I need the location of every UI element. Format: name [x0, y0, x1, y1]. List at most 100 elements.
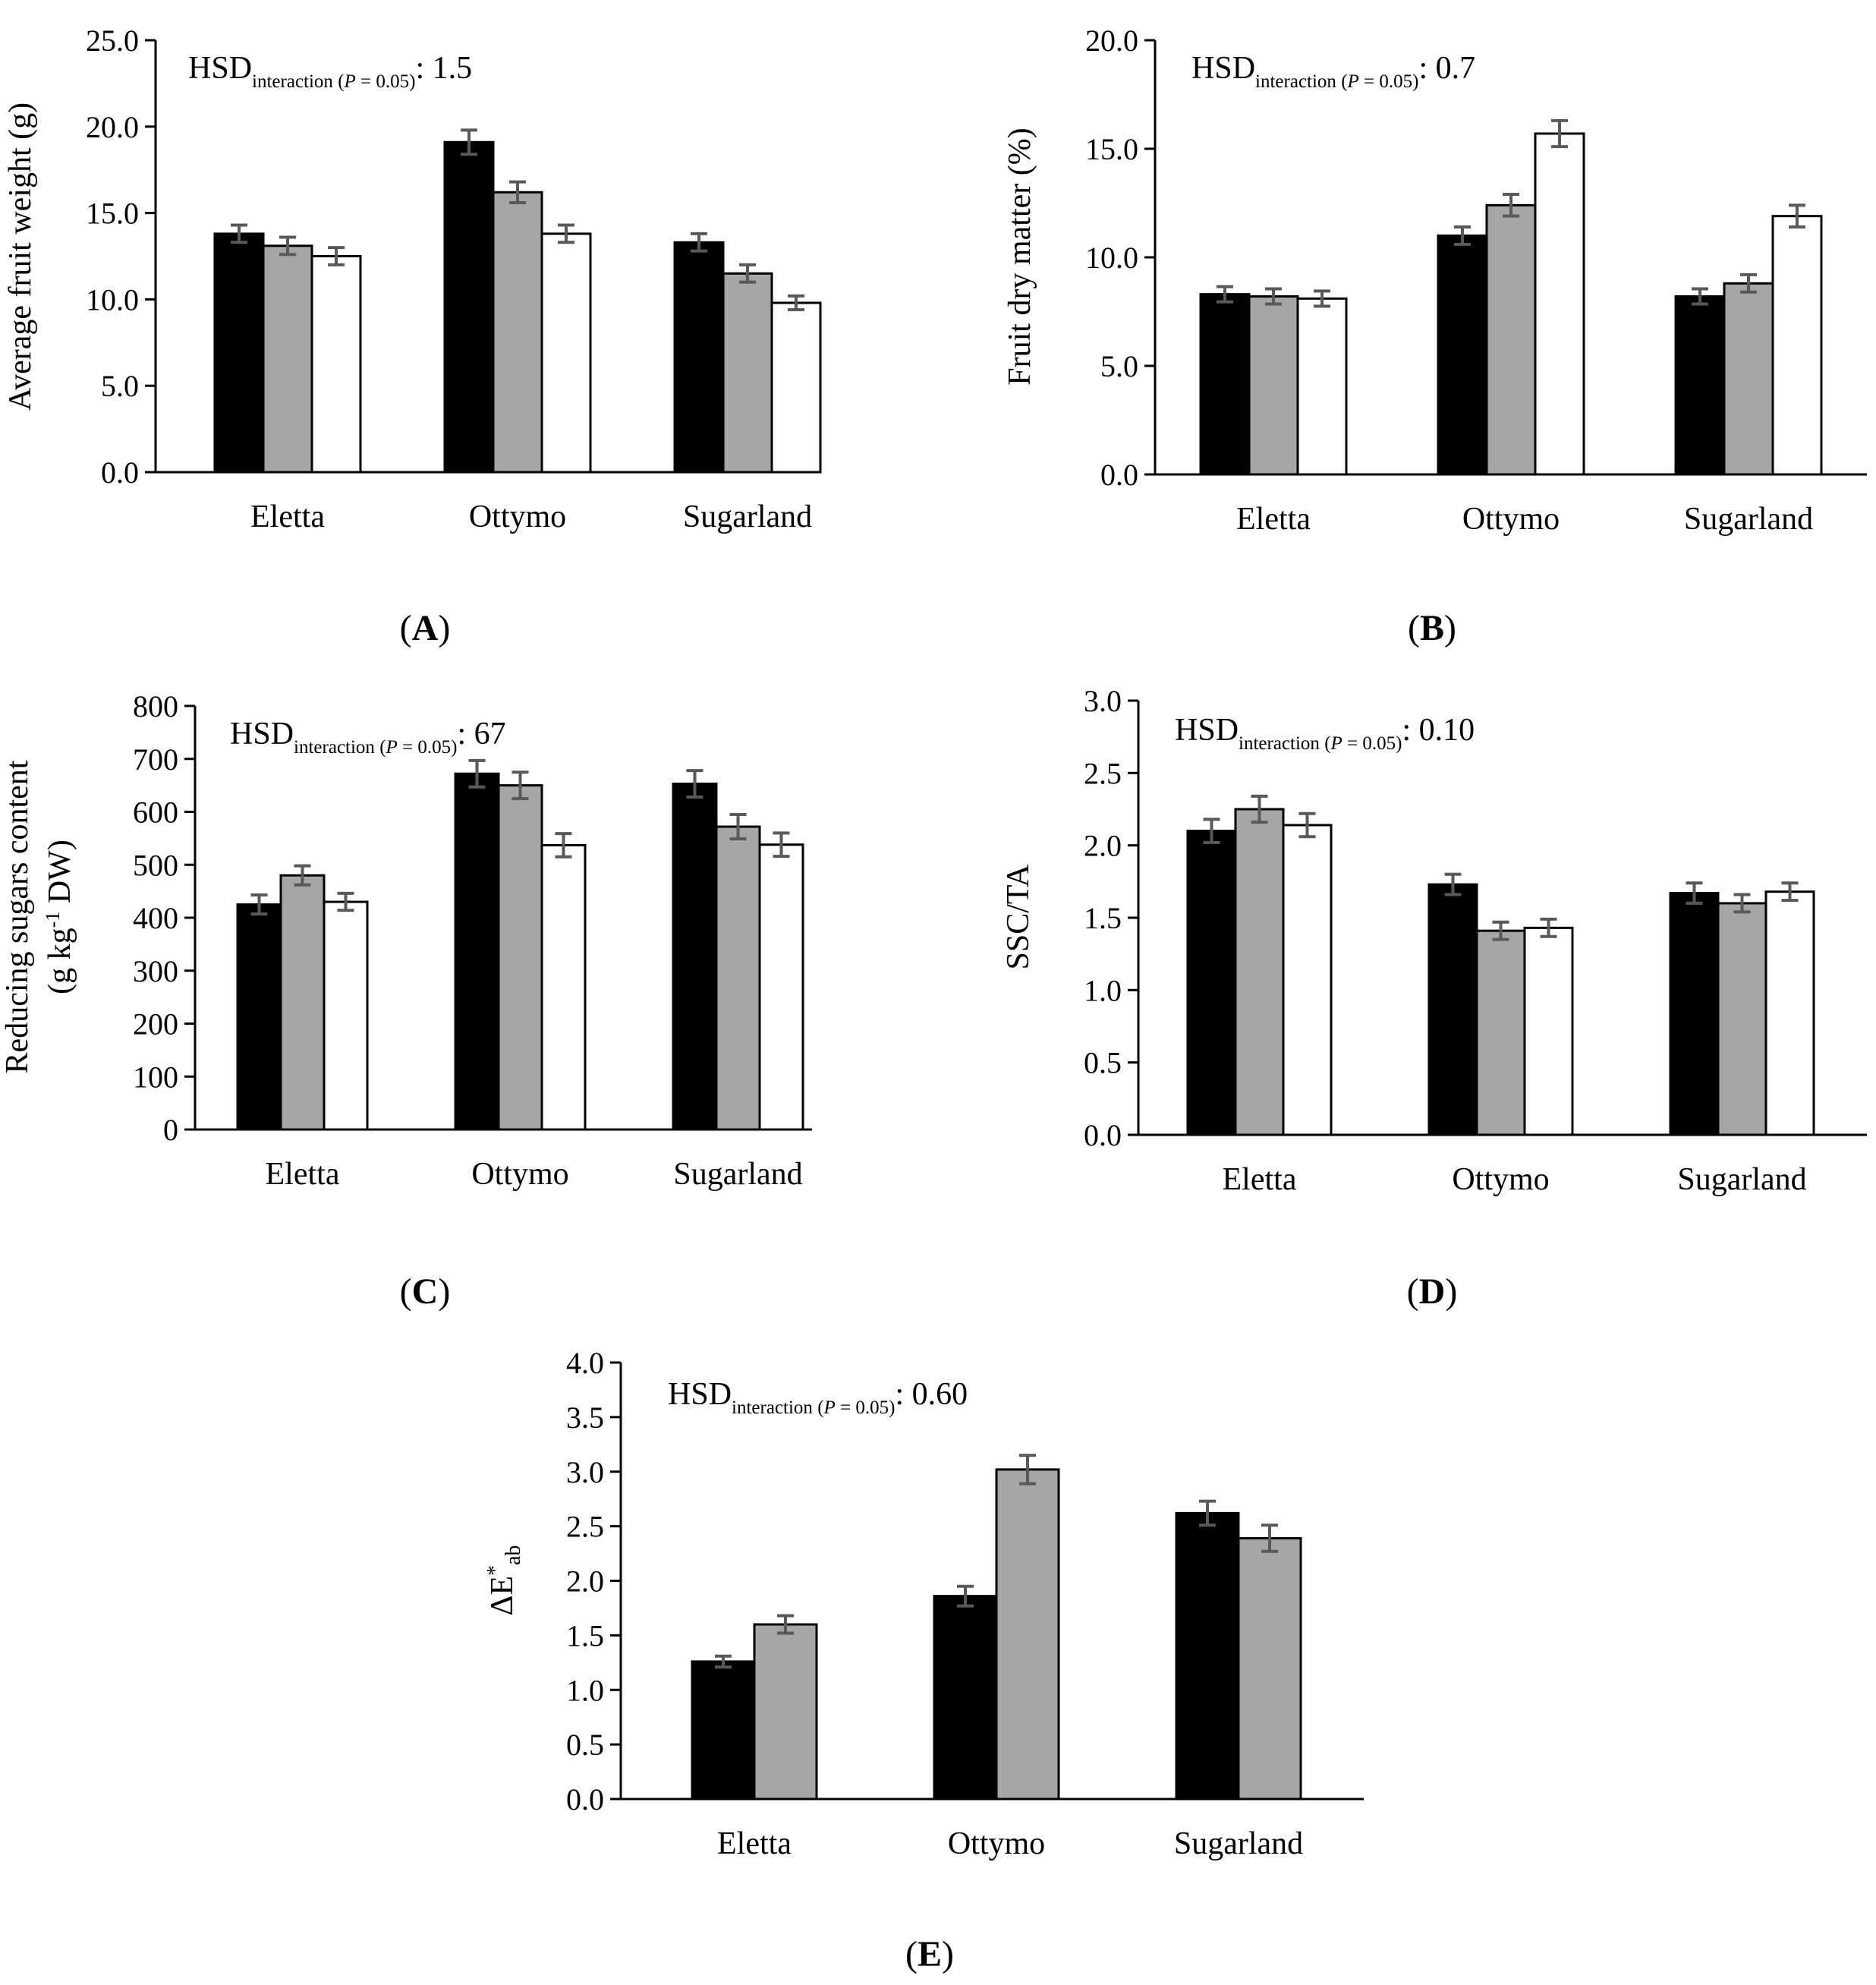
category-label: Sugarland — [1684, 502, 1813, 537]
bar — [323, 900, 369, 1131]
bar — [691, 1660, 756, 1801]
category-label: Ottymo — [948, 1826, 1045, 1861]
bar — [1186, 830, 1237, 1136]
bar — [213, 232, 265, 474]
category-label: Sugarland — [1677, 1162, 1806, 1197]
y-tick-label: 10.0 — [1085, 241, 1138, 275]
y-tick-label: 2.0 — [1084, 829, 1122, 863]
bar — [1669, 892, 1720, 1136]
bar — [1717, 902, 1767, 1136]
bar — [995, 1468, 1060, 1801]
category-label: Ottymo — [1462, 502, 1560, 537]
category-label: Ottymo — [469, 499, 566, 534]
bar — [1175, 1511, 1240, 1801]
bar — [1296, 297, 1348, 476]
y-tick-label: 300 — [133, 954, 178, 988]
category-label: Eletta — [1236, 502, 1311, 537]
bar — [1199, 293, 1251, 476]
y-axis-title: ΔE*ab — [483, 1545, 525, 1615]
y-tick-label: 700 — [133, 742, 178, 777]
bar — [454, 772, 500, 1131]
y-axis-title: Average fruit weight (g) — [3, 102, 38, 411]
y-tick-label: 2.5 — [1084, 756, 1122, 790]
y-tick-label: 3.0 — [566, 1455, 604, 1489]
y-tick-label: 200 — [133, 1007, 178, 1041]
category-label: Eletta — [717, 1826, 792, 1861]
y-tick-label: 15.0 — [1085, 132, 1138, 166]
y-tick-label: 25.0 — [86, 24, 139, 58]
y-tick-label: 20.0 — [1085, 24, 1138, 58]
bar — [1534, 132, 1585, 476]
bar — [722, 272, 773, 474]
panel-label-b: (B) — [1408, 608, 1456, 648]
panel-label-d: (D) — [1407, 1271, 1458, 1312]
y-axis-title: Fruit dry matter (%) — [1003, 128, 1037, 385]
bar — [1282, 824, 1333, 1136]
bar — [715, 825, 761, 1131]
bar — [540, 843, 587, 1131]
panel-d: 0.0 0.5 1.0 1.5 2.0 2.5 3.0 Eletta Ottymo Sugarla… — [1001, 684, 1867, 1197]
category-label: Ottymo — [1452, 1162, 1549, 1197]
y-tick-label: 4.0 — [566, 1346, 604, 1380]
bar — [443, 140, 495, 474]
hsd-annotation: HSDinteraction (P = 0.05): 1.5 — [188, 51, 472, 92]
y-tick-label: 0.0 — [566, 1782, 604, 1816]
y-tick-label: 5.0 — [101, 369, 139, 403]
bar — [1723, 282, 1774, 476]
y-tick-label: 1.5 — [566, 1618, 604, 1653]
bar — [1248, 295, 1299, 476]
y-axis-title: SSC/TA — [1001, 864, 1036, 970]
category-label: Sugarland — [673, 1157, 802, 1192]
y-tick-label: 10.0 — [86, 282, 139, 317]
bar — [1234, 808, 1285, 1136]
category-label: Eletta — [1223, 1162, 1297, 1197]
hsd-annotation: HSDinteraction (P = 0.05): 0.7 — [1191, 51, 1475, 92]
bar — [770, 301, 822, 474]
bar — [236, 903, 282, 1131]
y-tick-label: 15.0 — [86, 197, 139, 231]
bar — [672, 783, 718, 1131]
bar — [1523, 926, 1574, 1136]
panel-label-e: (E) — [905, 1934, 954, 1974]
y-tick-label: 500 — [133, 848, 178, 882]
bar — [1475, 929, 1526, 1136]
y-tick-label: 400 — [133, 901, 178, 935]
bar — [279, 874, 326, 1131]
hsd-annotation: HSDinteraction (P = 0.05): 67 — [230, 717, 506, 758]
category-label: Ottymo — [471, 1157, 568, 1192]
y-tick-label: 5.0 — [1100, 349, 1138, 383]
y-tick-label: 600 — [133, 796, 178, 830]
panel-b: 0.0 5.0 10.0 15.0 20.0 Eletta Ottymo Sugarland F… — [1003, 24, 1867, 537]
bar — [1771, 215, 1823, 476]
y-tick-label: 100 — [133, 1060, 178, 1094]
y-tick-label: 1.0 — [1084, 973, 1122, 1007]
bar — [758, 843, 804, 1131]
y-tick-label: 2.5 — [566, 1510, 604, 1544]
panel-e: 0.0 0.5 1.0 1.5 2.0 2.5 3.0 3.5 4.0 Eletta Ottymo S… — [483, 1346, 1364, 1861]
bar — [492, 191, 543, 474]
bar — [1485, 203, 1537, 476]
bar — [1427, 883, 1478, 1136]
y-tick-label: 0.5 — [1084, 1046, 1122, 1080]
bar — [540, 232, 592, 474]
y-tick-label: 3.0 — [1084, 684, 1122, 718]
bar — [933, 1595, 998, 1801]
bar — [262, 244, 313, 474]
y-tick-label: 0.0 — [1100, 458, 1138, 492]
y-tick-label: 0.5 — [566, 1728, 604, 1762]
panel-label-c: (C) — [400, 1271, 451, 1312]
bar — [1764, 890, 1815, 1136]
y-tick-label: 1.5 — [1084, 901, 1122, 935]
y-tick-label: 2.0 — [566, 1564, 604, 1599]
y-tick-label: 3.5 — [566, 1401, 604, 1435]
bar — [673, 241, 725, 474]
hsd-annotation: HSDinteraction (P = 0.05): 0.60 — [668, 1377, 968, 1418]
y-tick-label: 0.0 — [1084, 1118, 1122, 1152]
bar — [497, 784, 543, 1131]
y-tick-label: 20.0 — [86, 110, 139, 144]
bar — [310, 255, 362, 474]
y-tick-label: 800 — [133, 689, 178, 723]
y-tick-label: 0 — [163, 1113, 178, 1147]
category-label: Sugarland — [683, 499, 812, 534]
